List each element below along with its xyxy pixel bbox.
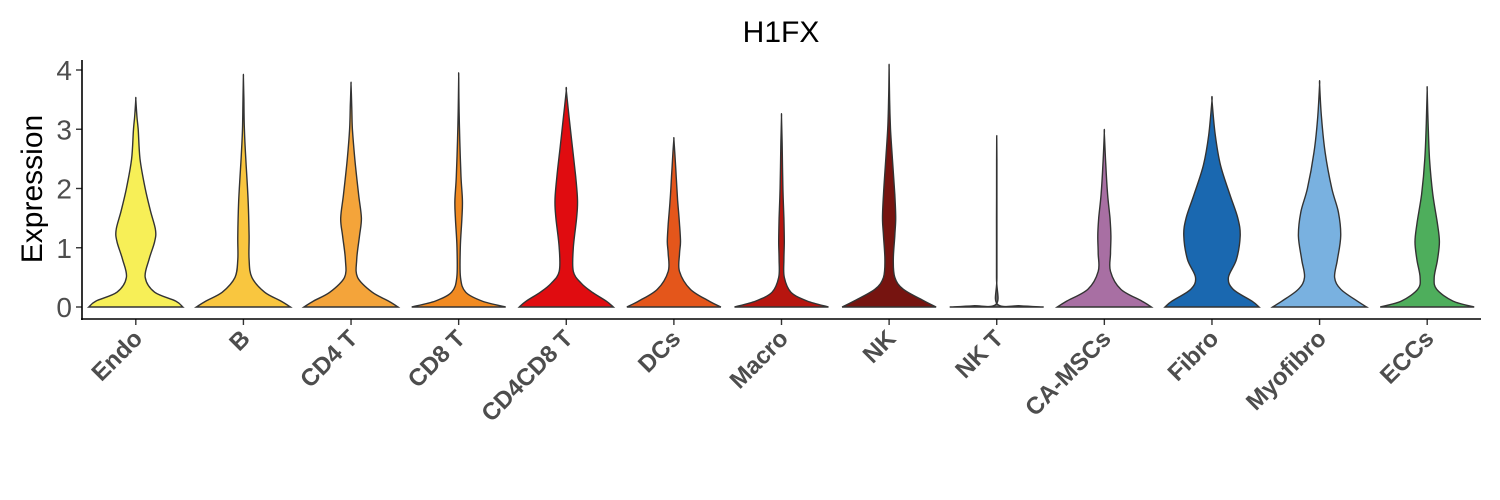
violin-eccs: [1380, 85, 1475, 308]
violins-layer: [86, 63, 1475, 308]
x-tick-label: CD4CD8 T: [476, 325, 578, 427]
y-tick-label: 1: [56, 233, 72, 264]
x-tick-label: CD8 T: [403, 325, 471, 393]
x-tick-label: Fibro: [1163, 325, 1225, 387]
x-tick-label: CD4 T: [295, 325, 363, 393]
x-tick-label: Endo: [87, 325, 149, 387]
violin-nk-t: [949, 134, 1044, 308]
x-tick-label: DCs: [633, 325, 686, 378]
violin-myofibro: [1270, 80, 1370, 308]
y-axis-title: Expression: [16, 115, 49, 263]
y-axis-ticks: 0 1 2 3 4: [56, 55, 82, 323]
x-tick-label: B: [224, 325, 255, 356]
chart-title: H1FX: [743, 16, 820, 49]
x-tick-label: Macro: [725, 325, 794, 394]
x-tick-label: NK T: [950, 325, 1009, 384]
x-tick-label: Myofibro: [1241, 325, 1332, 416]
violin-fibro: [1163, 95, 1261, 308]
x-tick-label: NK: [858, 325, 902, 369]
violin-cd4cd8-t: [517, 86, 616, 308]
x-tick-label: CA-MSCs: [1020, 325, 1116, 421]
y-tick-label: 3: [56, 114, 72, 145]
violin-dcs: [626, 136, 722, 308]
y-tick-label: 2: [56, 174, 72, 205]
violin-cd4-t: [301, 81, 401, 308]
y-tick-label: 0: [56, 292, 72, 323]
violin-endo: [86, 96, 185, 308]
x-axis-ticks: Endo B CD4 T CD8 T CD4CD8 T DCs Macro NK NK T CA-…: [87, 319, 1439, 427]
violin-macro: [734, 113, 829, 308]
violin-nk: [841, 63, 937, 308]
violin-cd8-t: [411, 72, 506, 308]
violin-b: [193, 73, 293, 308]
x-tick-label: ECCs: [1375, 325, 1439, 389]
violin-ca-mscs: [1054, 128, 1154, 308]
y-tick-label: 4: [56, 55, 72, 86]
